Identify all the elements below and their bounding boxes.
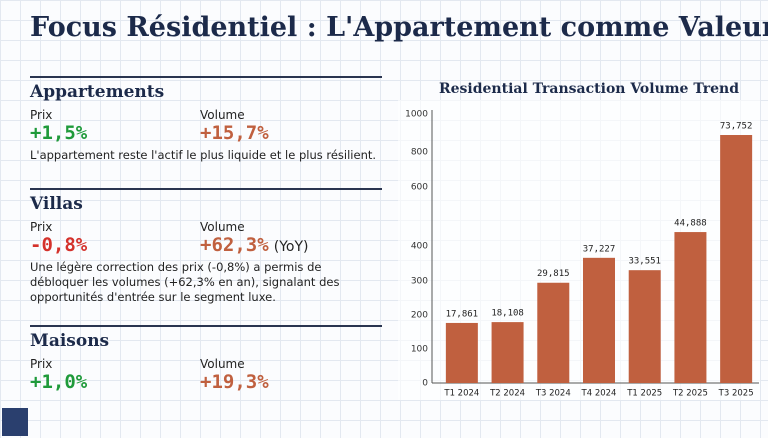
data-label: 73,752	[720, 122, 753, 132]
x-tick-label: T3 2025	[718, 389, 754, 399]
data-label: 18,108	[491, 309, 524, 319]
data-label: 44,888	[674, 219, 707, 229]
price-value: -0,8%	[30, 234, 88, 256]
price-label: Prix	[30, 220, 53, 234]
bar	[537, 282, 570, 383]
x-tick-label: T2 2025	[672, 389, 708, 399]
bar	[583, 257, 615, 383]
bar	[491, 322, 524, 383]
price-value: +1,5%	[30, 122, 88, 144]
note: Une légère correction des prix (-0,8%) a…	[30, 260, 340, 304]
y-axis-label: 600	[411, 183, 428, 193]
y-axis-label: 100	[411, 345, 428, 355]
volume-value: +19,3%	[200, 371, 269, 393]
data-label: 29,815	[537, 269, 570, 279]
logo	[2, 408, 28, 436]
volume-label: Volume	[200, 108, 245, 122]
data-label: 37,227	[583, 244, 616, 254]
x-tick-label: T1 2024	[443, 389, 479, 399]
bar	[674, 232, 707, 383]
y-axis-label: 200	[411, 311, 428, 321]
y-axis-label: 800	[411, 148, 428, 158]
chart-title: Residential Transaction Volume Trend	[439, 81, 739, 97]
price-value: +1,0%	[30, 371, 88, 393]
section-title: Appartements	[30, 82, 165, 102]
volume-label: Volume	[200, 357, 245, 371]
y-axis-label: 300	[411, 277, 428, 287]
x-tick-label: T4 2024	[581, 389, 617, 399]
x-tick-label: T3 2024	[535, 389, 571, 399]
price-label: Prix	[30, 357, 53, 371]
section: Maisons Prix +1,0% Volume +19,3%	[30, 325, 382, 393]
slide-title: Focus Résidentiel : L'Appartement comme …	[30, 12, 768, 43]
section: Appartements Prix +1,5% Volume +15,7% L'ap…	[30, 76, 382, 163]
volume-suffix: (YoY)	[273, 239, 309, 255]
section-title: Villas	[30, 194, 83, 214]
x-tick-label: T2 2024	[489, 389, 525, 399]
volume-value: +15,7%	[200, 122, 269, 144]
section: Villas Prix -0,8% Volume +62,3% (YoY) Une …	[30, 188, 382, 305]
y-axis-label: 400	[411, 242, 428, 252]
bar	[720, 135, 753, 383]
note: L'appartement reste l'actif le plus liqu…	[30, 148, 377, 162]
data-label: 33,551	[628, 257, 661, 267]
y-axis-label: 1000	[405, 110, 428, 120]
data-label: 17,861	[446, 309, 479, 319]
y-axis-label: 0	[422, 379, 428, 389]
bar	[628, 270, 661, 383]
bar	[445, 322, 478, 383]
price-label: Prix	[30, 108, 53, 122]
x-tick-label: T1 2025	[626, 389, 662, 399]
volume-value: +62,3%	[200, 234, 269, 256]
section-title: Maisons	[30, 331, 110, 351]
volume-label: Volume	[200, 220, 245, 234]
